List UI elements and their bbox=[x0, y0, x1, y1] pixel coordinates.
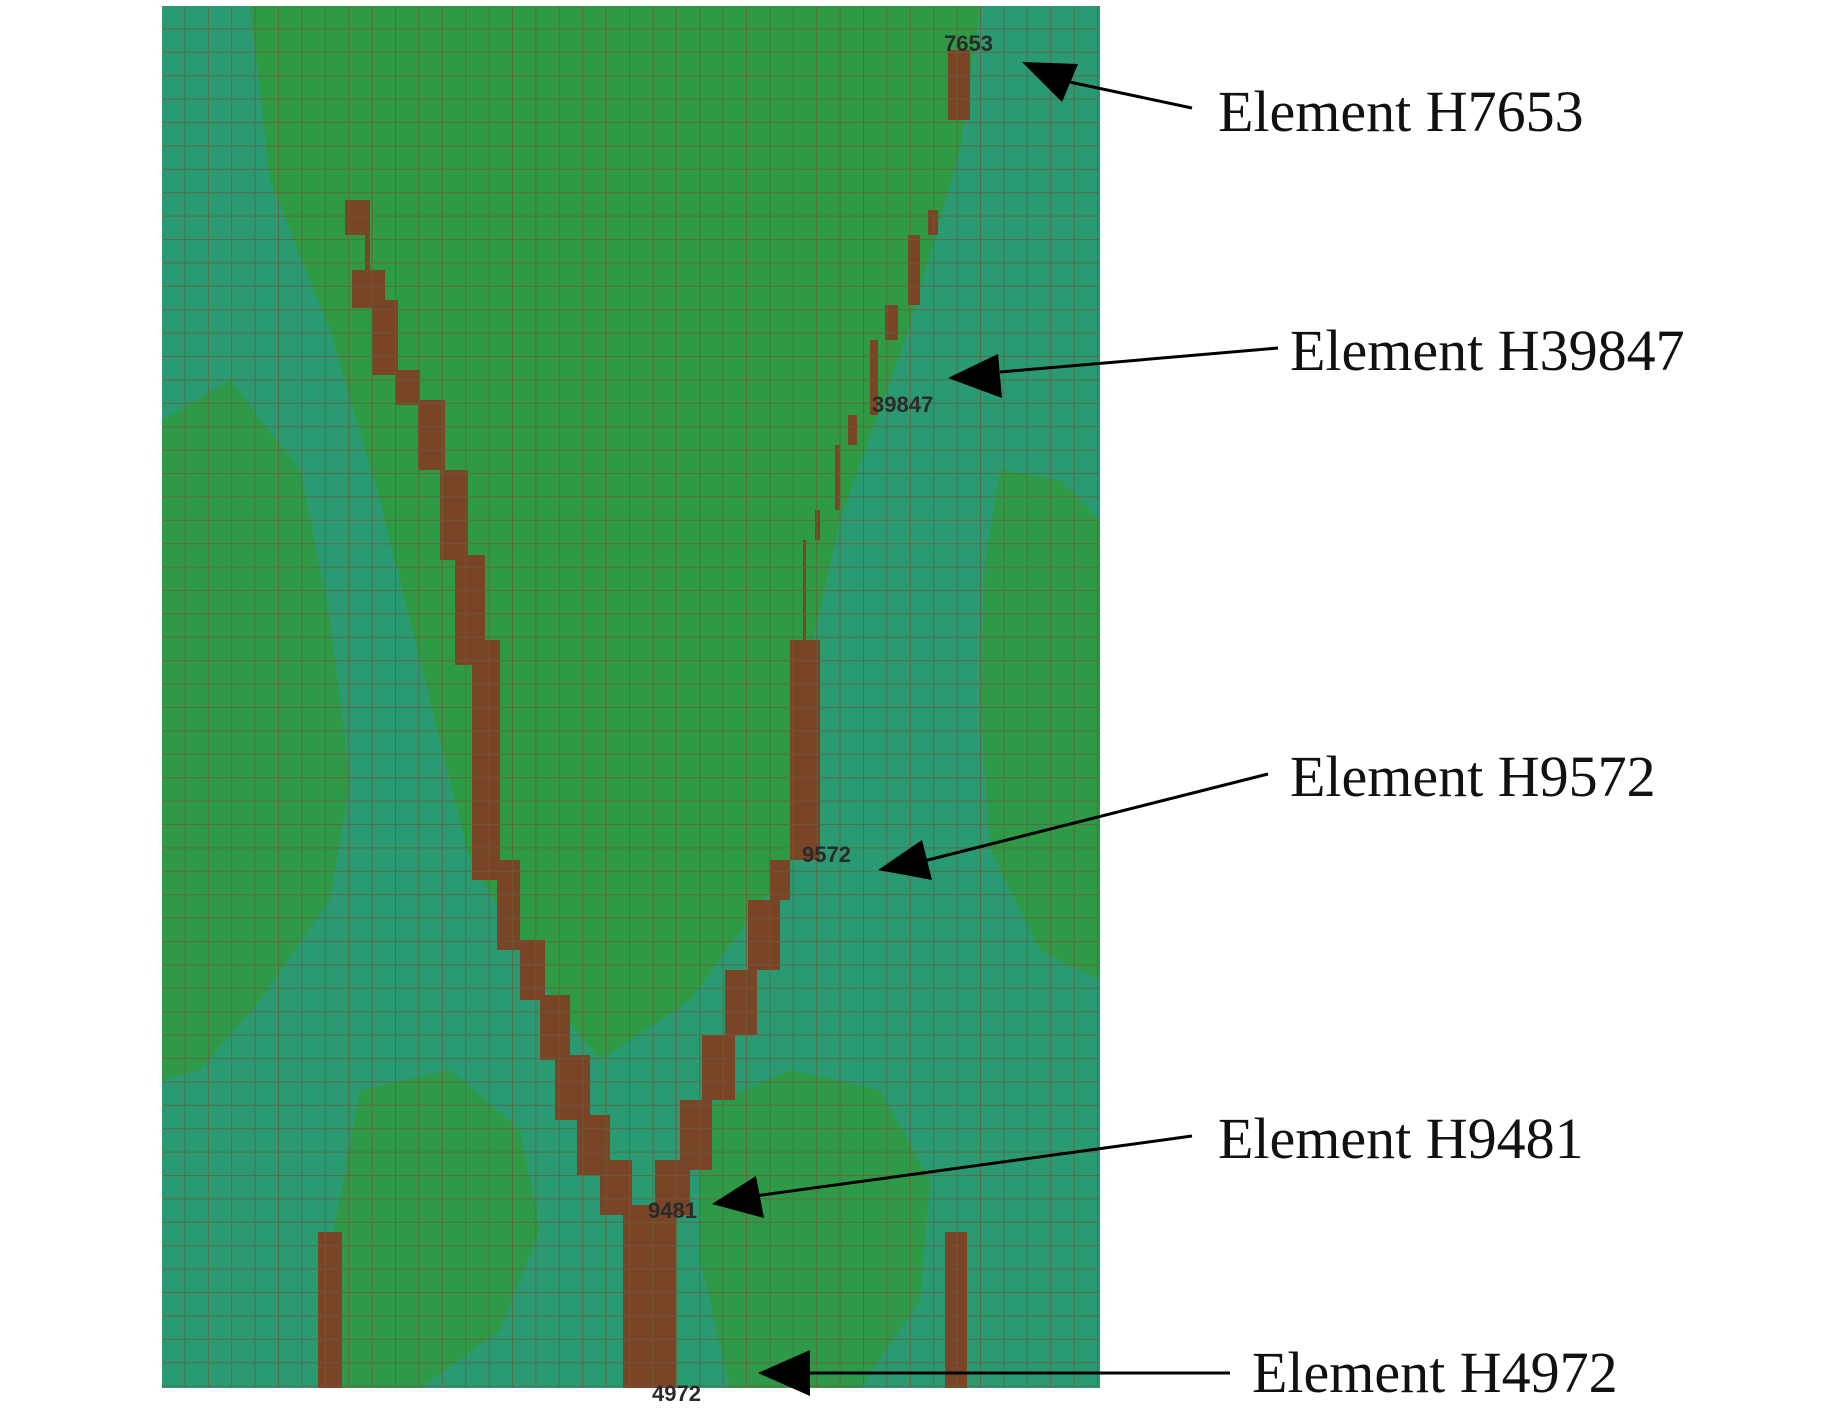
element-number-h39847: 39847 bbox=[872, 392, 933, 417]
mesh-grid bbox=[162, 6, 1100, 1388]
element-number-h7653: 7653 bbox=[944, 31, 993, 56]
arrow-head-icon bbox=[1022, 62, 1078, 102]
callout-label-h39847: Element H39847 bbox=[1290, 318, 1685, 383]
callout-h39847: Element H39847 bbox=[948, 318, 1685, 398]
arrow-head-icon bbox=[948, 354, 1002, 398]
element-number-h9481: 9481 bbox=[648, 1198, 697, 1223]
element-number-h9572: 9572 bbox=[802, 842, 851, 867]
arrow-head-icon bbox=[712, 1176, 764, 1218]
callout-h7653: Element H7653 bbox=[1022, 62, 1584, 144]
callout-label-h4972: Element H4972 bbox=[1252, 1340, 1618, 1405]
mesh-panel bbox=[162, 6, 1100, 1388]
element-number-h4972: 4972 bbox=[652, 1381, 701, 1406]
callout-label-h9481: Element H9481 bbox=[1218, 1106, 1584, 1171]
callout-h4972: Element H4972 bbox=[758, 1340, 1618, 1405]
callout-arrow-line bbox=[999, 346, 1279, 374]
callout-label-h9572: Element H9572 bbox=[1290, 744, 1656, 809]
callout-h9572: Element H9572 bbox=[878, 744, 1656, 880]
callout-label-h7653: Element H7653 bbox=[1218, 79, 1584, 144]
callout-h9481: Element H9481 bbox=[712, 1106, 1584, 1218]
callout-arrow-line bbox=[754, 1134, 1193, 1198]
callout-arrow-line bbox=[919, 772, 1269, 864]
arrow-head-icon bbox=[878, 840, 932, 880]
callout-arrow-line bbox=[1059, 78, 1193, 110]
arrow-head-icon bbox=[758, 1350, 810, 1396]
